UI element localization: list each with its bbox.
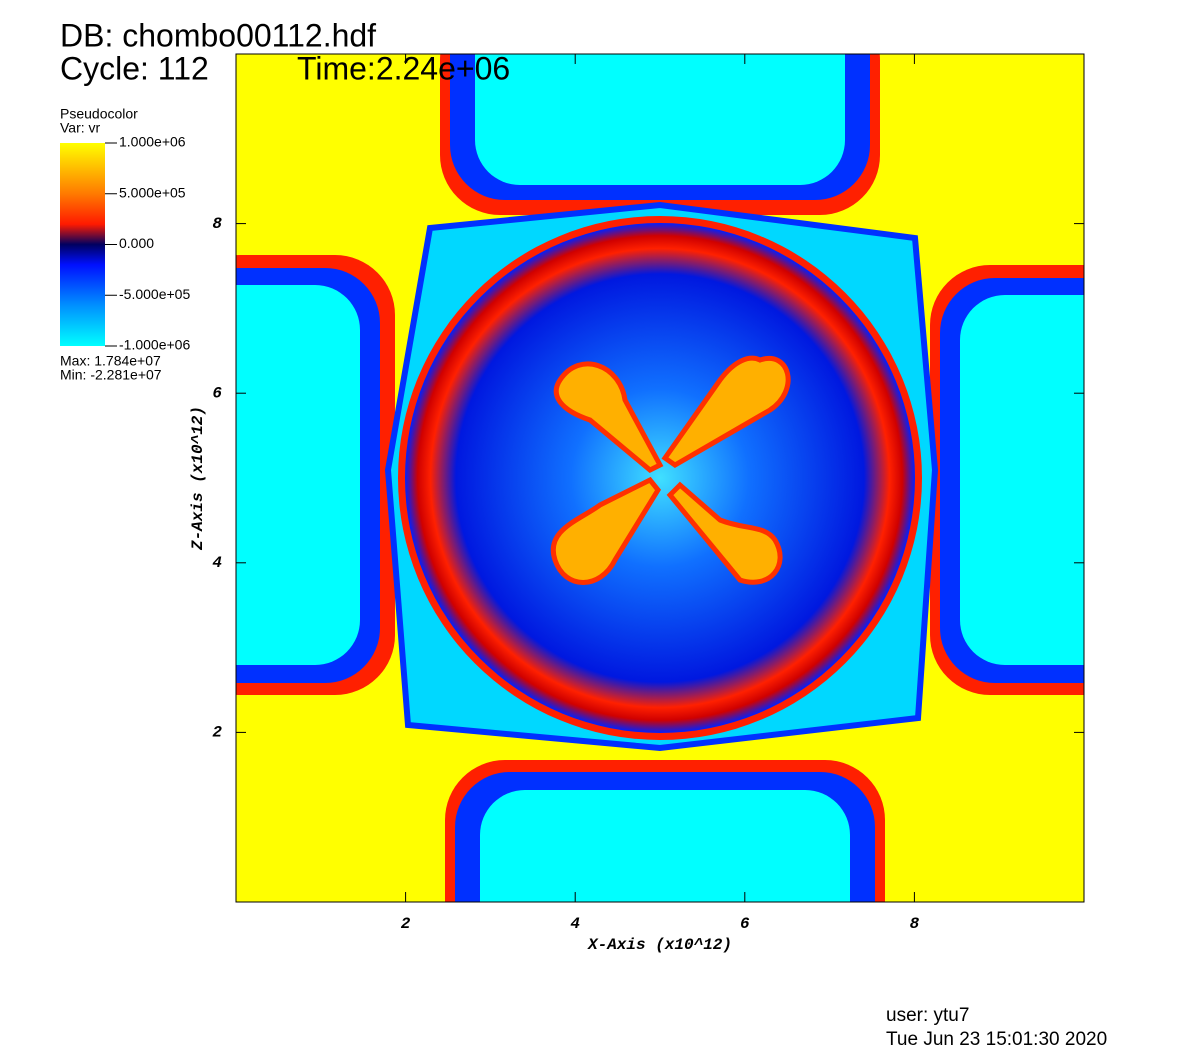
colorbar-tick-label: -1.000e+06 (119, 337, 190, 353)
colorbar (60, 143, 105, 346)
y-tick-label: 6 (212, 384, 222, 402)
colorbar-tick-label: 0.000 (119, 235, 154, 251)
x-tick-label: 8 (910, 915, 920, 933)
legend-var: Var: vr (60, 120, 101, 136)
colorbar-tick-label: 1.000e+06 (119, 134, 186, 150)
y-tick-label: 8 (212, 215, 222, 233)
x-axis-label: X-Axis (x10^12) (587, 936, 732, 954)
max-label: Max: 1.784e+07 (60, 353, 161, 369)
side-blobs (236, 54, 1084, 902)
cycle-label: Cycle: 112 (60, 50, 209, 86)
min-label: Min: -2.281e+07 (60, 367, 162, 383)
time-label: Time:2.24e+06 (297, 50, 510, 86)
field-image (236, 54, 1084, 902)
y-tick-label: 4 (212, 554, 222, 572)
x-tick-label: 2 (401, 915, 411, 933)
colorbar-tick-label: -5.000e+05 (119, 286, 190, 302)
colorbar-tick-label: 5.000e+05 (119, 184, 186, 200)
y-tick-label: 2 (212, 724, 222, 742)
jets (550, 355, 791, 585)
plot-frame (235, 53, 1085, 903)
db-label: DB: chombo00112.hdf (60, 17, 376, 53)
y-axis-label: Z-Axis (x10^12) (189, 406, 207, 551)
x-tick-label: 6 (740, 915, 750, 933)
x-tick-label: 4 (570, 915, 580, 933)
date-label: Tue Jun 23 15:01:30 2020 (886, 1029, 1107, 1050)
user-label: user: ytu7 (886, 1005, 969, 1026)
legend-title: Pseudocolor (60, 106, 138, 122)
